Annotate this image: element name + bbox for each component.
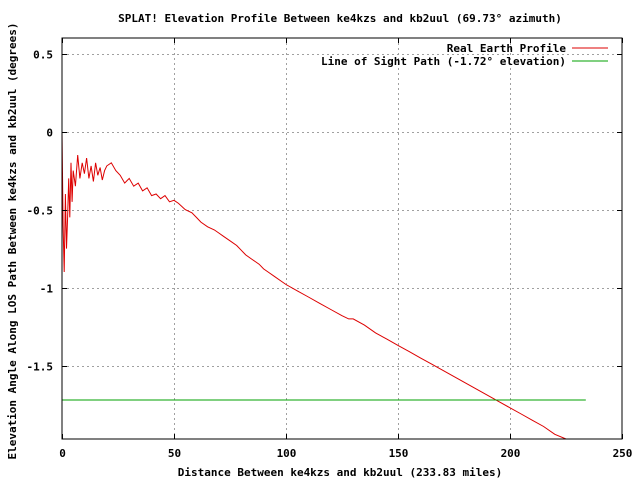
x-tick-label: 250 [613, 447, 633, 460]
legend-label-real-earth-profile: Real Earth Profile [447, 42, 567, 55]
y-tick-label: 0 [46, 127, 53, 140]
x-tick-label: 200 [501, 447, 521, 460]
y-axis-label: Elevation Angle Along LOS Path Between k… [6, 22, 19, 459]
x-tick-label: 50 [168, 447, 181, 460]
legend-label-line-of-sight-path: Line of Sight Path (-1.72° elevation) [321, 55, 566, 68]
y-tick-label: -1 [40, 283, 54, 296]
plot-frame [61, 37, 623, 440]
x-tick-label: 100 [277, 447, 297, 460]
x-tick-label: 0 [59, 447, 66, 460]
y-tick-label: 0.5 [33, 49, 53, 62]
legend: Real Earth Profile Line of Sight Path (-… [321, 42, 608, 68]
x-axis-label: Distance Between ke4kzs and kb2uul (233.… [178, 466, 503, 479]
grid-layer [62, 38, 622, 439]
series-line-real-earth-profile [61, 131, 586, 440]
y-tick-label: -0.5 [27, 205, 54, 218]
series-layer [61, 131, 586, 440]
chart-title: SPLAT! Elevation Profile Between ke4kzs … [118, 12, 562, 25]
tick-layer: 0 50 100 150 200 250 0.5 0 -0.5 -1 -1.5 [27, 38, 633, 460]
x-tick-label: 150 [389, 447, 409, 460]
y-tick-label: -1.5 [27, 361, 54, 374]
